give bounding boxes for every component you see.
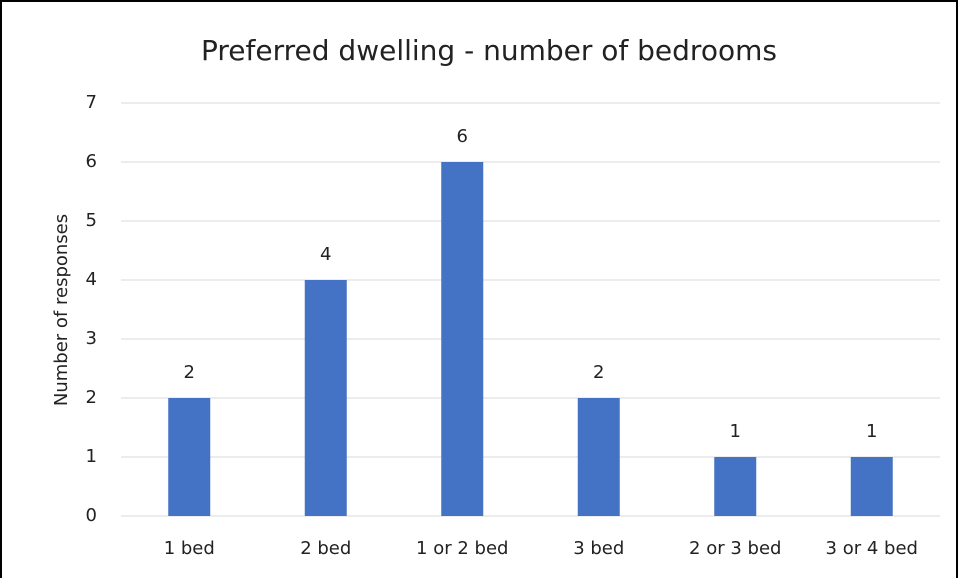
data-label: 4: [320, 244, 331, 265]
y-axis-label: Number of responses: [51, 214, 72, 406]
bar: [168, 398, 211, 516]
y-tick-label: 5: [86, 210, 97, 231]
y-tick-label: 2: [86, 387, 97, 408]
data-label: 2: [184, 362, 195, 383]
data-label: 6: [457, 126, 468, 147]
x-tick-label: 2 bed: [300, 538, 351, 559]
data-label: 1: [730, 421, 741, 442]
y-tick-label: 7: [86, 92, 97, 113]
y-tick-label: 6: [86, 151, 97, 172]
x-tick-label: 2 or 3 bed: [689, 538, 781, 559]
y-tick-label: 0: [86, 505, 97, 526]
y-tick-label: 4: [86, 269, 97, 290]
bar: [850, 457, 893, 516]
x-tick-label: 1 or 2 bed: [416, 538, 508, 559]
bar: [441, 162, 484, 516]
data-label: 1: [866, 421, 877, 442]
y-tick-label: 3: [86, 328, 97, 349]
bar: [304, 280, 347, 516]
y-tick-label: 1: [86, 446, 97, 467]
x-tick-label: 3 bed: [573, 538, 624, 559]
bar: [714, 457, 757, 516]
x-tick-label: 1 bed: [164, 538, 215, 559]
bar: [577, 398, 620, 516]
chart-title: Preferred dwelling - number of bedrooms: [201, 34, 777, 67]
data-label: 2: [593, 362, 604, 383]
x-tick-label: 3 or 4 bed: [826, 538, 918, 559]
